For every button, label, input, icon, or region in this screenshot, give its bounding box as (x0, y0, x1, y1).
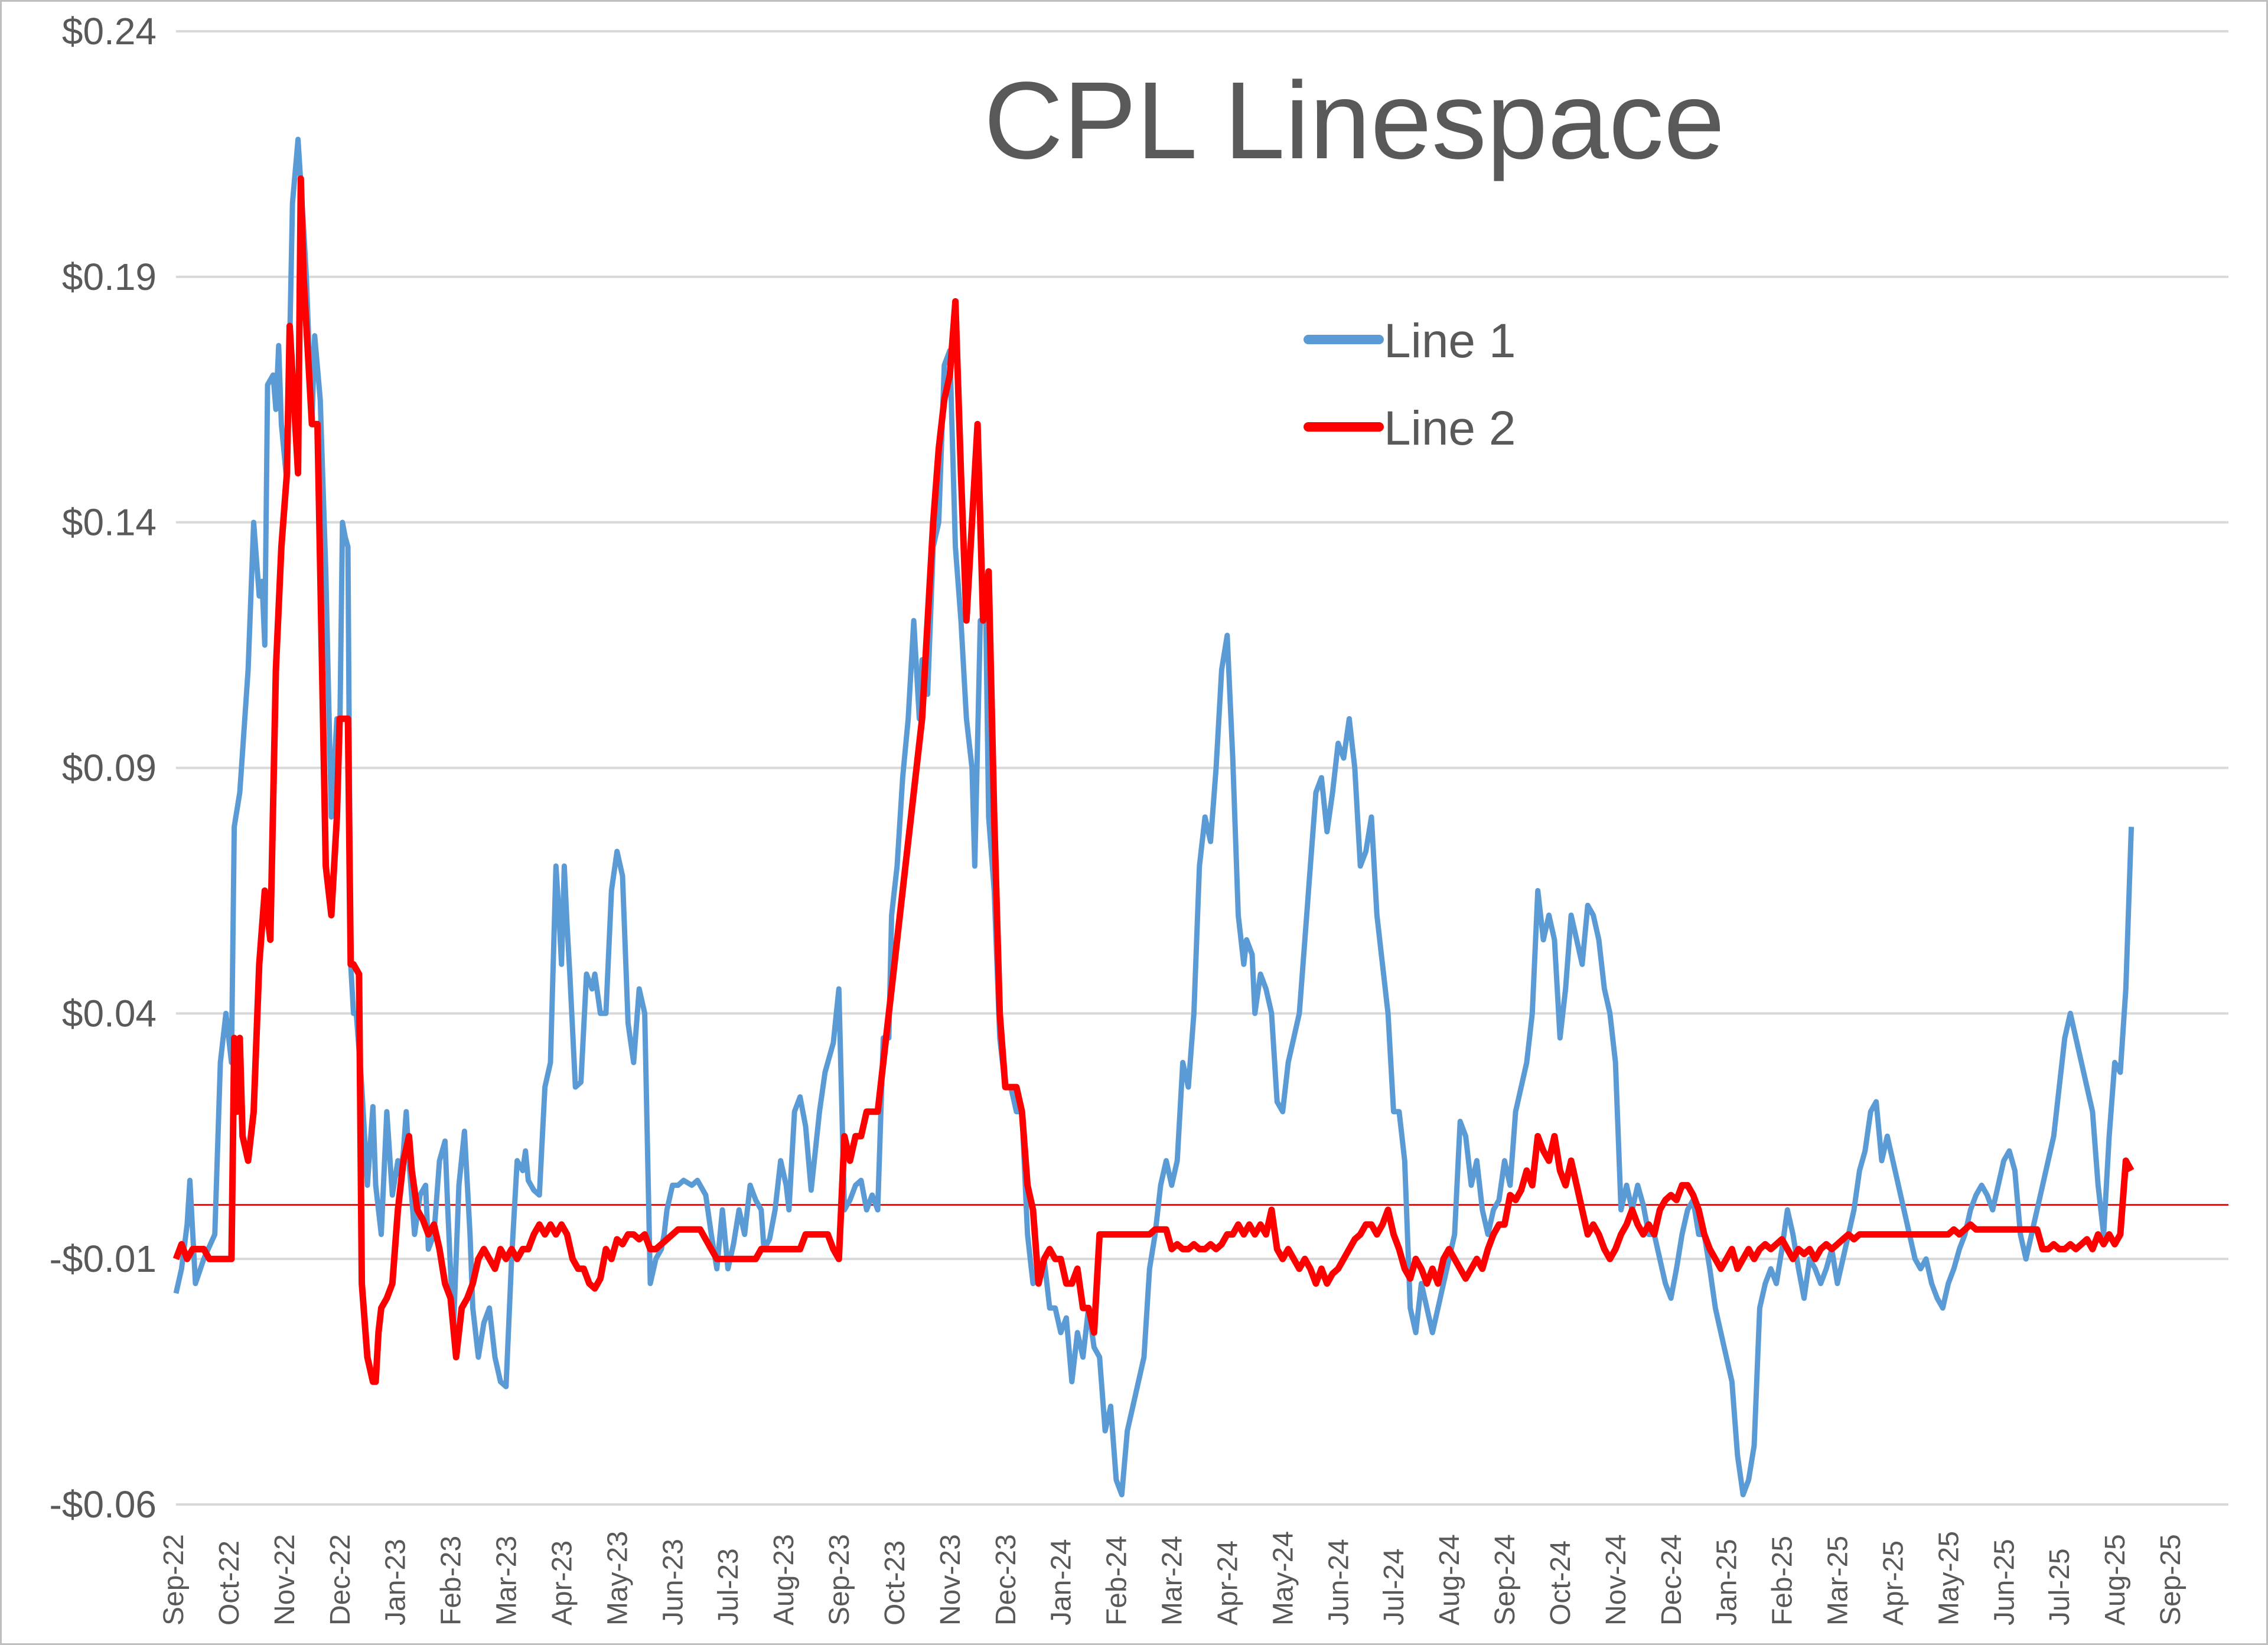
x-tick-label: Apr-25 (1878, 1540, 1909, 1626)
x-tick-label: May-24 (1267, 1531, 1299, 1626)
x-tick-label: Aug-23 (768, 1534, 800, 1626)
x-tick-label: Jan-24 (1046, 1539, 1077, 1626)
y-axis-tick-labels: $0.24 $0.19 $0.14 $0.09 $0.04 -$0.01 -$0.06 (50, 10, 157, 1526)
x-tick-label: Sep-25 (2155, 1534, 2186, 1626)
x-tick-label: Mar-25 (1823, 1536, 1854, 1626)
y-tick-label: $0.24 (62, 10, 157, 53)
x-tick-label: Mar-23 (491, 1536, 523, 1626)
x-tick-label: Nov-24 (1601, 1534, 1632, 1626)
x-tick-label: Apr-24 (1212, 1540, 1243, 1626)
x-tick-label: Jun-23 (657, 1539, 689, 1626)
x-tick-label: Aug-24 (1434, 1534, 1465, 1626)
x-tick-label: Sep-22 (158, 1534, 190, 1626)
y-tick-label: $0.09 (62, 747, 157, 789)
legend-label-line-2: Line 2 (1384, 402, 1516, 455)
x-tick-label: Jun-25 (1989, 1539, 2020, 1626)
x-tick-label: May-25 (1933, 1531, 1964, 1626)
x-tick-label: May-23 (602, 1531, 633, 1626)
y-tick-label: $0.14 (62, 501, 157, 544)
x-tick-label: Jan-25 (1712, 1539, 1743, 1626)
x-tick-label: Dec-23 (990, 1534, 1022, 1626)
y-tick-label: -$0.06 (50, 1483, 157, 1526)
series-lines (172, 136, 2135, 1497)
x-axis-tick-labels: Sep-22 Oct-22 Nov-22 Dec-22 Jan-23 Feb-23 Mar-… (158, 1531, 2186, 1626)
x-tick-label: Sep-24 (1490, 1534, 1521, 1626)
x-tick-label: Jul-25 (2044, 1548, 2075, 1626)
legend-label-line-1: Line 1 (1384, 314, 1516, 368)
series-line-1 (173, 136, 2135, 1497)
gridlines (176, 30, 2228, 1506)
x-tick-label: Oct-23 (879, 1540, 911, 1626)
x-tick-label: Aug-25 (2100, 1534, 2131, 1626)
y-tick-label: $0.19 (62, 256, 157, 298)
x-tick-label: Apr-23 (546, 1540, 578, 1626)
y-tick-label: $0.04 (62, 992, 157, 1034)
x-tick-label: Feb-24 (1102, 1536, 1133, 1626)
chart-title: CPL Linespace (984, 60, 1725, 182)
x-tick-label: Oct-22 (214, 1540, 245, 1626)
x-tick-label: Nov-23 (935, 1534, 966, 1626)
series-line-2 (172, 175, 2135, 1385)
x-tick-label: Oct-24 (1545, 1540, 1576, 1626)
x-tick-label: Jun-24 (1323, 1539, 1354, 1626)
x-tick-label: Jul-23 (713, 1548, 744, 1626)
x-tick-label: Nov-22 (269, 1534, 301, 1626)
x-tick-label: Jul-24 (1379, 1548, 1410, 1626)
legend: Line 1 Line 2 (1304, 314, 1516, 455)
x-tick-label: Dec-24 (1656, 1534, 1687, 1626)
x-tick-label: Sep-23 (824, 1534, 855, 1626)
x-tick-label: Dec-22 (325, 1534, 356, 1626)
x-tick-label: Mar-24 (1157, 1536, 1188, 1626)
x-tick-label: Feb-23 (436, 1536, 467, 1626)
y-tick-label: -$0.01 (50, 1238, 157, 1280)
x-tick-label: Jan-23 (380, 1539, 412, 1626)
x-tick-label: Feb-25 (1767, 1536, 1798, 1626)
